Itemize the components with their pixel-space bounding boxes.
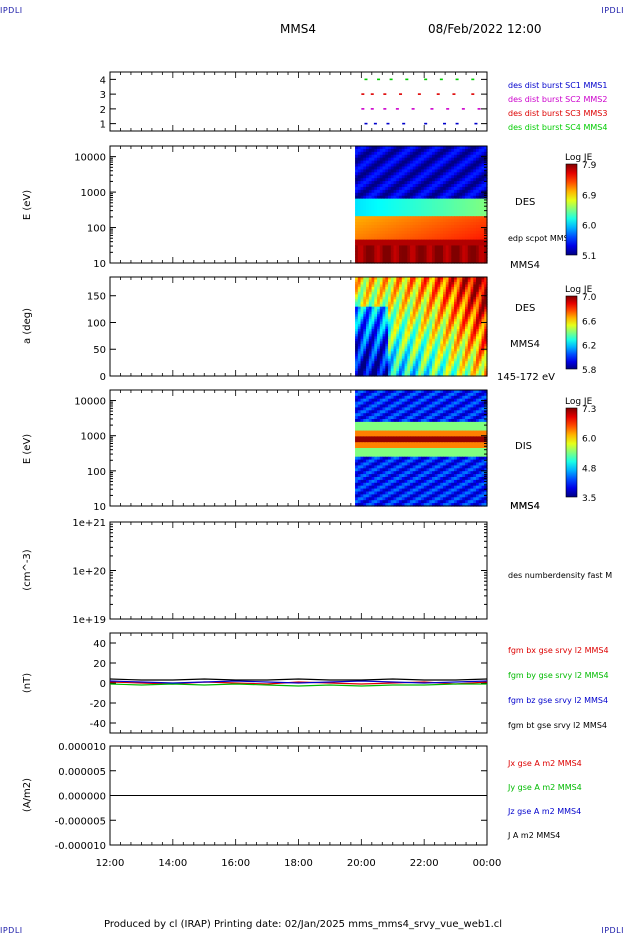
legend-entry: des dist burst SC2 MMS2 [508, 95, 607, 104]
y-tick-label: 1 [100, 120, 106, 131]
burst-mark [361, 93, 364, 95]
burst-mark [371, 93, 374, 95]
burst-mark [456, 123, 459, 125]
burst-mark [374, 123, 377, 125]
burst-mark [437, 93, 440, 95]
burst-mark [390, 79, 393, 81]
burst-mark [478, 108, 481, 110]
burst-mark [456, 79, 459, 81]
burst-mark [446, 108, 449, 110]
burst-mark [361, 108, 364, 110]
burst-mark [371, 108, 374, 110]
burst-mark [399, 93, 402, 95]
panel-frame [110, 72, 487, 131]
burst-mark [418, 93, 421, 95]
burst-mark [383, 93, 386, 95]
y-tick-label: 2 [100, 105, 106, 116]
burst-mark [471, 79, 474, 81]
panel-frame [110, 522, 487, 619]
y-tick-label: 4 [100, 75, 106, 86]
burst-mark [405, 79, 408, 81]
burst-mark [396, 108, 399, 110]
burst-mark [364, 123, 367, 125]
burst-mark [424, 123, 427, 125]
burst-mark [364, 79, 367, 81]
burst-mark [424, 79, 427, 81]
y-tick-label: 3 [100, 90, 106, 101]
legend-entry: des dist burst SC3 MMS3 [508, 109, 607, 118]
burst-mark [430, 108, 433, 110]
burst-mark [377, 79, 380, 81]
burst-mark [474, 123, 477, 125]
burst-mark [452, 93, 455, 95]
burst-mark [386, 123, 389, 125]
burst-mark [412, 108, 415, 110]
legend-entry: des dist burst SC4 MMS4 [508, 123, 607, 132]
burst-mark [402, 123, 405, 125]
burst-mark [383, 108, 386, 110]
burst-mark [471, 93, 474, 95]
burst-mark [462, 108, 465, 110]
burst-mark [440, 79, 443, 81]
legend-entry: des dist burst SC1 MMS1 [508, 81, 607, 90]
burst-mark [443, 123, 446, 125]
